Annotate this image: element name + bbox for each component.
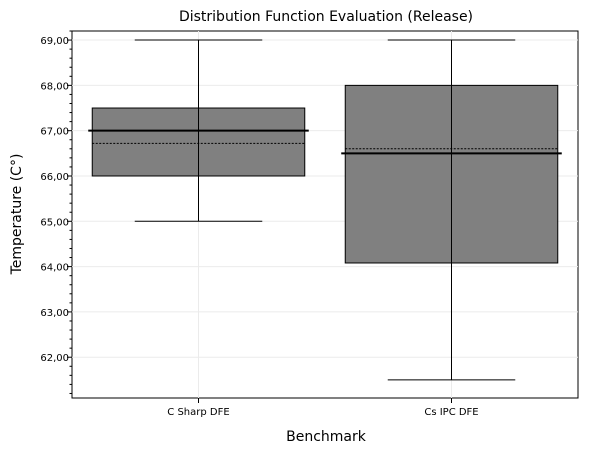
y-tick-label: 66,00 (40, 172, 69, 183)
x-tick-label: C Sharp DFE (167, 407, 229, 418)
y-tick-label: 65,00 (40, 217, 69, 228)
box-group (341, 39, 562, 381)
y-tick-label: 68,00 (40, 81, 69, 92)
x-tick-label: Cs IPC DFE (424, 407, 478, 418)
x-axis-ticks: C Sharp DFE Cs IPC DFE (167, 398, 479, 418)
x-axis-label: Benchmark (286, 429, 367, 445)
y-axis-label: Temperature (C°) (9, 154, 25, 276)
chart-title: Distribution Function Evaluation (Releas… (179, 9, 473, 25)
y-axis-ticks: 62,00 63,00 64,00 65,00 66,00 67,00 68,00 69,00 (40, 36, 72, 364)
y-tick-label: 69,00 (40, 36, 69, 47)
y-tick-label: 63,00 (40, 308, 69, 319)
y-tick-label: 62,00 (40, 353, 69, 364)
box-group (88, 39, 309, 222)
y-tick-label: 64,00 (40, 263, 69, 274)
y-tick-label: 67,00 (40, 127, 69, 138)
y-minor-ticks (69, 30, 72, 394)
boxes (88, 39, 562, 381)
